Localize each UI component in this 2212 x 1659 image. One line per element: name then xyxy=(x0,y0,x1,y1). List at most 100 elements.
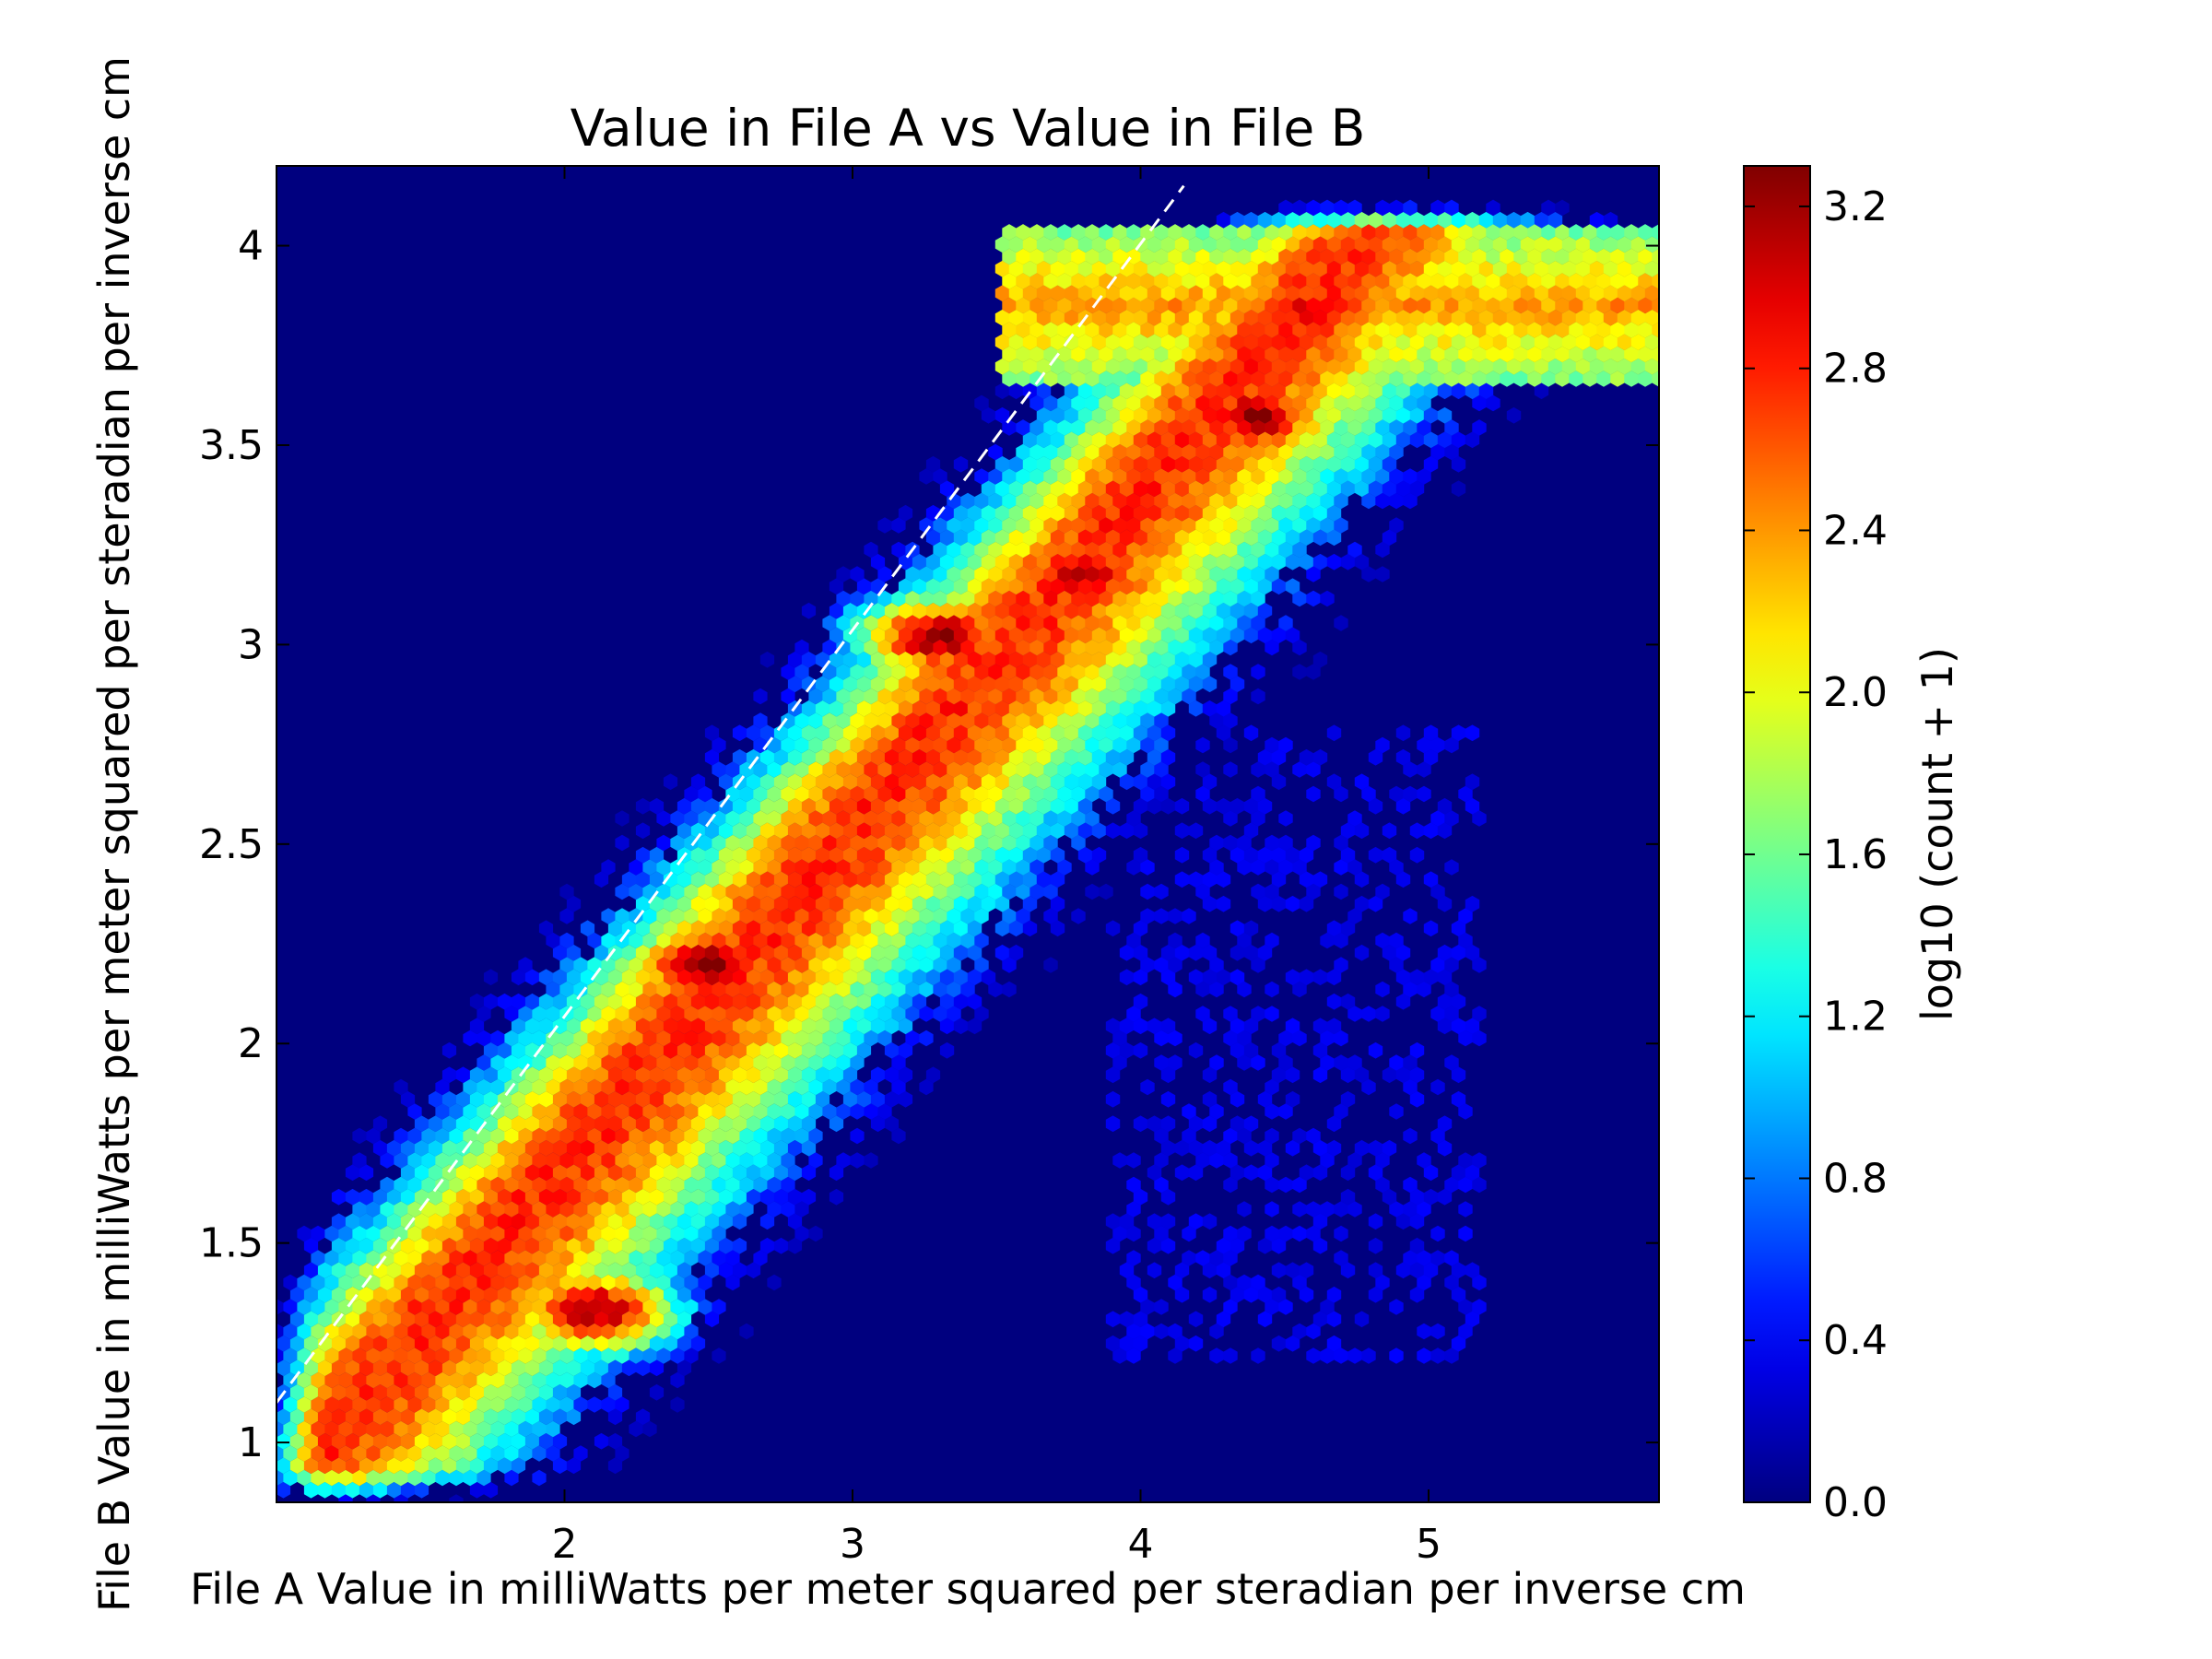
hexbin-cell xyxy=(1285,553,1300,571)
hexbin-cell xyxy=(856,1041,872,1059)
hexbin-cell xyxy=(621,993,637,1010)
hexbin-cell xyxy=(960,761,975,778)
hexbin-cell xyxy=(1306,1201,1321,1218)
hexbin-cell xyxy=(497,1311,512,1328)
hexbin-cell xyxy=(967,724,982,742)
hexbin-cell xyxy=(905,957,920,973)
hexbin-cell xyxy=(960,883,975,900)
hexbin-cell xyxy=(435,1420,450,1438)
hexbin-cell xyxy=(449,1250,464,1266)
hexbin-cell xyxy=(394,1078,408,1096)
hexbin-cell xyxy=(428,1383,443,1401)
hexbin-cell xyxy=(621,1359,637,1377)
hexbin-cell xyxy=(690,993,706,1010)
hexbin-cell xyxy=(649,1335,665,1352)
hexbin-cell xyxy=(1334,1030,1348,1047)
hexbin-cell xyxy=(649,993,665,1010)
hexbin-cell xyxy=(864,590,878,607)
hexbin-cell xyxy=(1091,602,1107,619)
hexbin-cell xyxy=(787,797,803,815)
hexbin-cell xyxy=(1285,1262,1300,1279)
hexbin-cell xyxy=(767,1054,782,1071)
hexbin-cell xyxy=(1030,590,1044,607)
hexbin-cell xyxy=(1099,785,1113,803)
hexbin-cell xyxy=(781,883,795,900)
hexbin-cell xyxy=(1064,748,1079,766)
hexbin-cell xyxy=(870,676,886,693)
x-tick-label: 5 xyxy=(1416,1521,1441,1568)
hexbin-cell xyxy=(933,981,947,998)
hexbin-cell xyxy=(587,1078,602,1096)
hexbin-cell xyxy=(455,1066,471,1084)
hexbin-cell xyxy=(725,1006,740,1022)
hexbin-cell xyxy=(573,1225,588,1242)
hexbin-cell xyxy=(649,1041,665,1059)
hexbin-cell xyxy=(1119,627,1135,644)
hexbin-cell xyxy=(587,1006,602,1022)
hexbin-cell xyxy=(884,724,900,742)
hexbin-cell xyxy=(428,1432,443,1450)
hexbin-cell xyxy=(414,1335,429,1352)
hexbin-cell xyxy=(718,797,734,815)
hexbin-cell xyxy=(690,1335,706,1352)
hexbin-cell xyxy=(767,761,782,778)
hexbin-cell xyxy=(573,981,588,998)
hexbin-cell xyxy=(773,797,789,815)
hexbin-cell xyxy=(538,1383,554,1401)
hexbin-cell xyxy=(1002,859,1017,876)
hexbin-cell xyxy=(781,1152,795,1169)
hexbin-cell xyxy=(953,676,969,693)
hexbin-cell xyxy=(690,1213,706,1230)
hexbin-cell xyxy=(407,1225,422,1242)
hexbin-cell xyxy=(753,981,768,998)
hexbin-cell xyxy=(1375,736,1390,754)
hexbin-cell xyxy=(739,1030,754,1047)
hexbin-cell xyxy=(953,578,969,595)
hexbin-cell xyxy=(573,1396,588,1413)
hexbin-cell xyxy=(394,1323,408,1340)
hexbin-cell xyxy=(753,1030,768,1047)
hexbin-cell xyxy=(974,932,989,949)
hexbin-cell xyxy=(815,1066,830,1084)
hexbin-cell xyxy=(483,1335,499,1352)
hexbin-cell xyxy=(414,1408,429,1426)
hexbin-cell xyxy=(781,664,795,680)
hexbin-cell xyxy=(289,1432,305,1450)
hexbin-cell xyxy=(297,1396,312,1413)
hexbin-cell xyxy=(781,981,795,998)
hexbin-cell xyxy=(1265,1006,1279,1022)
hexbin-cell xyxy=(850,1006,865,1022)
hexbin-cell xyxy=(607,1188,623,1206)
hexbin-cell xyxy=(1091,627,1107,644)
hexbin-cell xyxy=(773,1090,789,1108)
hexbin-cell xyxy=(967,553,982,571)
hexbin-cell xyxy=(1112,712,1127,729)
hexbin-cell xyxy=(739,834,754,852)
hexbin-cell xyxy=(497,1139,512,1157)
hexbin-cell xyxy=(947,981,961,998)
hexbin-cell xyxy=(933,883,947,900)
hexbin-cell xyxy=(1022,920,1038,937)
hexbin-cell xyxy=(642,908,657,924)
hexbin-cell xyxy=(1112,664,1127,680)
hexbin-cell xyxy=(435,1250,450,1266)
hexbin-cell xyxy=(836,957,851,973)
hexbin-cell xyxy=(414,1286,429,1303)
hexbin-cell xyxy=(1133,1115,1148,1133)
hexbin-cell xyxy=(1423,1188,1439,1206)
hexbin-cell xyxy=(898,1041,913,1059)
hexbin-cell xyxy=(925,773,941,791)
hexbin-cell xyxy=(441,1311,457,1328)
hexbin-cell xyxy=(386,1139,402,1157)
hexbin-cell xyxy=(787,1115,803,1133)
hexbin-cell xyxy=(1292,981,1307,998)
hexbin-cell xyxy=(1016,566,1030,582)
hexbin-cell xyxy=(1271,578,1287,595)
hexbin-cell xyxy=(1160,724,1176,742)
hexbin-cell xyxy=(1036,627,1052,644)
hexbin-cell xyxy=(1658,362,1659,371)
hexbin-cell xyxy=(1278,1225,1293,1242)
colorbar-label: log10 (count + 1) xyxy=(1912,647,1962,1021)
hexbin-cell xyxy=(1202,1090,1218,1108)
